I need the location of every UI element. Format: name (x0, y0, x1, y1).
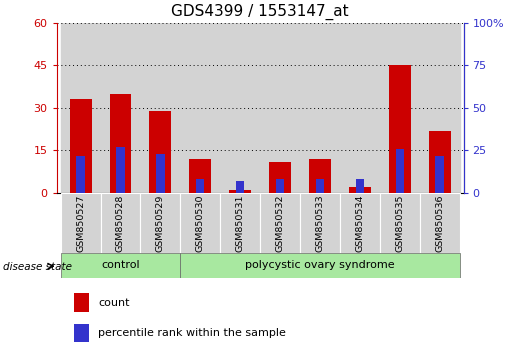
Bar (435, 155, 444, 193)
Bar (300, 23, 340, 193)
Bar (340, 193, 380, 253)
Bar (141, 23, 180, 193)
Text: GSM850529: GSM850529 (156, 194, 165, 252)
Bar (260, 23, 300, 193)
Bar (229, 190, 251, 193)
Text: polycystic ovary syndrome: polycystic ovary syndrome (245, 261, 394, 270)
Bar (61, 193, 100, 253)
Bar (116, 147, 125, 193)
Text: percentile rank within the sample: percentile rank within the sample (98, 328, 286, 338)
Bar (220, 23, 260, 193)
Bar (100, 193, 141, 253)
Bar (61, 23, 100, 193)
Bar (70, 99, 92, 193)
Bar (356, 179, 364, 193)
Text: GSM850535: GSM850535 (395, 194, 404, 252)
Text: GSM850528: GSM850528 (116, 194, 125, 252)
Bar (428, 131, 451, 193)
Bar (396, 149, 404, 193)
Text: GSM850527: GSM850527 (76, 194, 85, 252)
Bar (180, 193, 220, 253)
Text: GSM850531: GSM850531 (236, 194, 245, 252)
Bar (420, 23, 459, 193)
Text: count: count (98, 298, 130, 308)
Bar (236, 181, 244, 193)
Bar (316, 179, 324, 193)
Bar (180, 253, 459, 278)
Bar (156, 154, 164, 193)
Bar (380, 23, 420, 193)
Bar (309, 159, 331, 193)
Bar (100, 23, 141, 193)
Text: GSM850534: GSM850534 (355, 194, 364, 252)
Bar (220, 193, 260, 253)
Bar (380, 193, 420, 253)
Bar (180, 23, 220, 193)
Bar (110, 94, 131, 193)
Text: disease state: disease state (3, 262, 72, 272)
Bar (149, 111, 171, 193)
Text: control: control (101, 261, 140, 270)
Bar (190, 159, 211, 193)
Bar (74, 293, 90, 312)
Bar (389, 65, 410, 193)
Text: GSM850530: GSM850530 (196, 194, 205, 252)
Bar (61, 253, 180, 278)
Bar (349, 187, 371, 193)
Bar (420, 193, 459, 253)
Bar (76, 155, 85, 193)
Bar (141, 193, 180, 253)
Text: GSM850536: GSM850536 (435, 194, 444, 252)
Title: GDS4399 / 1553147_at: GDS4399 / 1553147_at (171, 4, 349, 20)
Text: GSM850532: GSM850532 (276, 194, 284, 252)
Text: GSM850533: GSM850533 (315, 194, 324, 252)
Bar (276, 179, 284, 193)
Bar (340, 23, 380, 193)
Bar (300, 193, 340, 253)
Bar (196, 179, 204, 193)
Bar (269, 162, 291, 193)
Bar (74, 324, 90, 342)
Bar (260, 193, 300, 253)
